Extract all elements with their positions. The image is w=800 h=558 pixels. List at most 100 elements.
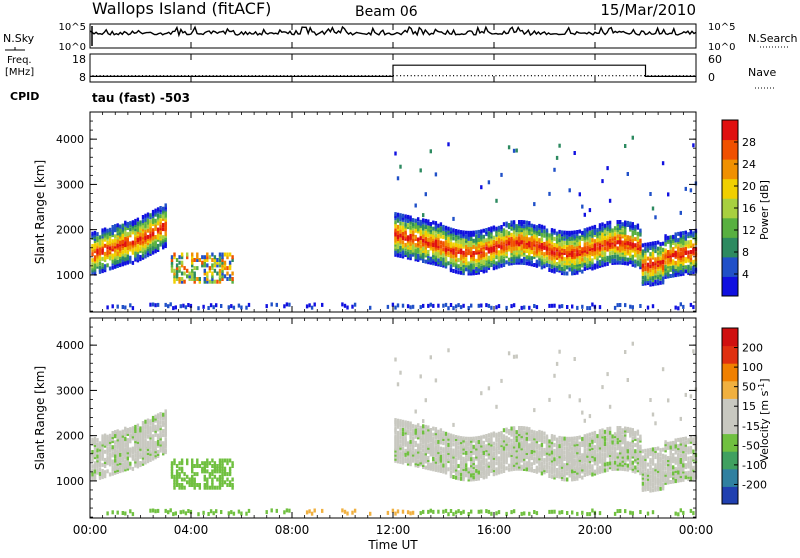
power-cell xyxy=(505,260,507,264)
velocity-cell xyxy=(488,433,490,437)
power-cell xyxy=(191,269,193,273)
power-cell xyxy=(465,231,467,235)
power-cell xyxy=(566,231,568,235)
power-cell xyxy=(457,236,459,240)
power-cell xyxy=(569,257,571,261)
velocity-cell xyxy=(521,512,523,516)
velocity-cell xyxy=(442,447,444,451)
power-cell xyxy=(129,227,131,231)
power-cell xyxy=(498,232,500,236)
velocity-cell xyxy=(518,452,520,456)
nave-point xyxy=(273,75,274,76)
velocity-cell xyxy=(490,512,492,516)
power-heatmap xyxy=(91,136,697,311)
velocity-cell xyxy=(112,451,114,455)
power-cell xyxy=(654,270,656,274)
velocity-cell xyxy=(452,442,454,446)
nave-point xyxy=(411,75,412,76)
power-cell xyxy=(664,234,666,238)
power-cell xyxy=(644,271,646,275)
power-cell xyxy=(420,240,422,244)
nave-point xyxy=(651,75,652,76)
power-cell xyxy=(162,207,164,211)
power-cell xyxy=(445,226,447,230)
power-cell xyxy=(452,217,454,221)
nave-point xyxy=(195,75,196,76)
power-cell xyxy=(569,268,571,272)
power-cell xyxy=(634,237,636,241)
velocity-cell xyxy=(556,444,558,448)
power-cell xyxy=(601,251,603,255)
velocity-cell xyxy=(442,510,444,514)
velocity-cell xyxy=(543,458,545,462)
velocity-cell xyxy=(99,441,101,445)
power-cell xyxy=(124,237,126,241)
power-cell xyxy=(144,255,146,259)
nave-point xyxy=(375,75,376,76)
velocity-cell xyxy=(157,450,159,454)
velocity-cell xyxy=(579,462,581,466)
power-cell xyxy=(427,238,429,242)
power-cell xyxy=(132,249,134,253)
nave-point xyxy=(407,75,408,76)
velocity-cell xyxy=(574,441,576,445)
nave-point xyxy=(549,75,550,76)
power-cell xyxy=(228,305,230,309)
power-cell xyxy=(387,305,389,309)
nave-point xyxy=(269,75,270,76)
power-cell xyxy=(677,238,679,242)
power-cell xyxy=(162,223,164,227)
power-cell xyxy=(516,247,518,251)
power-y-axis-label: Slant Range [km] xyxy=(33,160,47,264)
power-cell xyxy=(420,244,422,248)
velocity-cell xyxy=(510,427,512,431)
velocity-cell xyxy=(417,454,419,458)
power-cell xyxy=(201,255,203,259)
power-cell xyxy=(404,223,406,227)
power-cell xyxy=(526,221,528,225)
velocity-cell xyxy=(473,475,475,479)
velocity-cell xyxy=(306,510,308,514)
nave-point xyxy=(587,75,588,76)
nave-point xyxy=(626,75,627,76)
nave-point xyxy=(298,75,299,76)
power-cell xyxy=(473,239,475,243)
power-cell xyxy=(478,238,480,242)
power-cell xyxy=(690,250,692,254)
velocity-cell xyxy=(538,444,540,448)
velocity-cell xyxy=(437,430,439,434)
velocity-cell xyxy=(387,511,389,515)
velocity-cell xyxy=(422,449,424,453)
velocity-cell xyxy=(432,437,434,441)
power-cell xyxy=(584,257,586,261)
power-cell xyxy=(548,256,550,260)
nave-point xyxy=(630,75,631,76)
power-cell xyxy=(495,237,497,241)
freq-series-line xyxy=(90,65,696,76)
velocity-cell xyxy=(604,442,606,446)
power-cell xyxy=(409,242,411,246)
velocity-cell xyxy=(513,426,515,430)
power-cell xyxy=(690,230,692,234)
power-cell xyxy=(685,231,687,235)
power-cell xyxy=(488,227,490,231)
power-cell xyxy=(672,259,674,263)
power-cell xyxy=(561,304,563,308)
velocity-cell xyxy=(321,509,323,513)
velocity-cell xyxy=(132,467,134,471)
velocity-cell xyxy=(117,429,119,433)
power-cell xyxy=(412,218,414,222)
power-cell xyxy=(346,306,348,310)
power-cell xyxy=(106,305,108,309)
nave-point xyxy=(326,75,327,76)
power-cell xyxy=(122,250,124,254)
nave-point xyxy=(545,75,546,76)
power-cell xyxy=(457,270,459,274)
power-cell xyxy=(226,277,228,281)
power-cell xyxy=(447,227,449,231)
power-cell xyxy=(533,202,535,206)
power-cell xyxy=(614,259,616,263)
nave-point xyxy=(443,75,444,76)
power-cell xyxy=(551,228,553,232)
velocity-cell xyxy=(468,455,470,459)
